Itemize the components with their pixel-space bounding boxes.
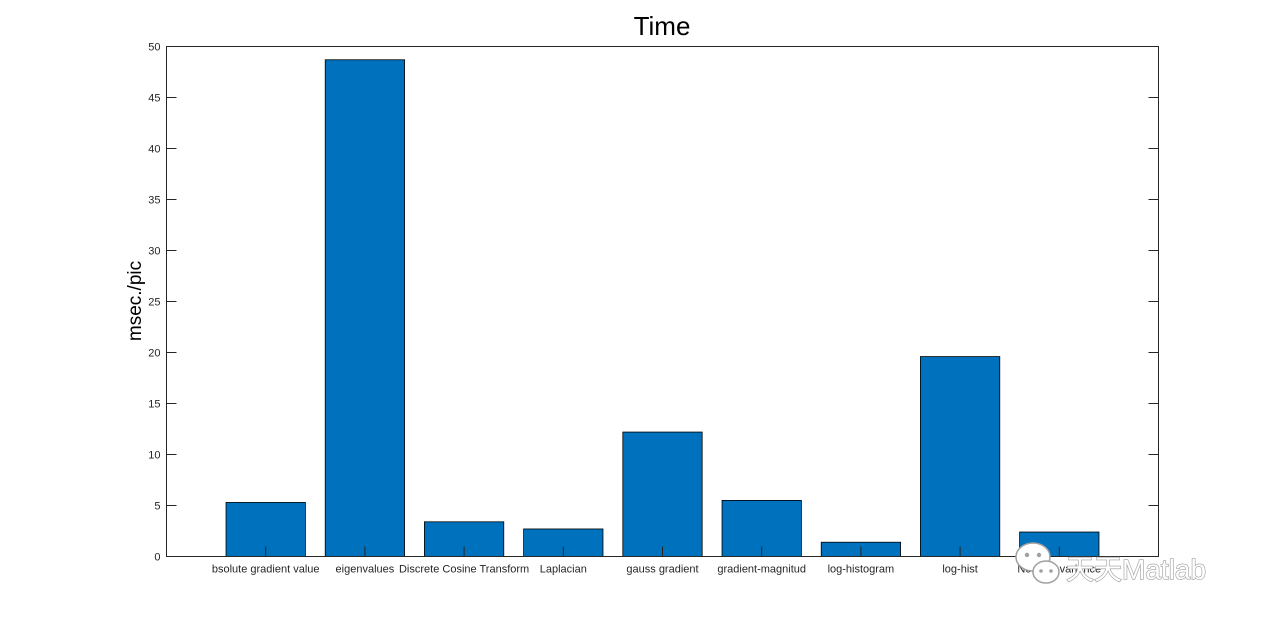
- x-tick-label: bsolute gradient value: [212, 564, 320, 576]
- x-labels-group: bsolute gradient value eigenvalues Discret…: [212, 546, 1101, 576]
- y-tick-label: 25: [148, 297, 160, 309]
- x-tick-label: gauss gradient: [626, 564, 698, 576]
- y-tick-label: 30: [148, 246, 160, 258]
- x-tick-label: eigenvalues: [336, 564, 395, 576]
- y-tick-label: 0: [154, 552, 160, 564]
- watermark-text: 天天Matlab: [1066, 554, 1206, 585]
- bar: [324, 59, 405, 557]
- x-tick-label: gradient-magnitud: [717, 564, 806, 576]
- y-tick-label: 15: [148, 399, 160, 411]
- y-axis-label: msec./pic: [125, 261, 146, 341]
- x-tick-label: Laplacian: [540, 564, 587, 576]
- y-tick-label: 20: [148, 348, 160, 360]
- y-tick-label: 40: [148, 144, 160, 156]
- bar: [523, 528, 604, 557]
- y-tick-label: 45: [148, 93, 160, 105]
- bars-group: [225, 59, 1100, 557]
- wechat-icon: [1015, 542, 1060, 584]
- bar: [920, 356, 1001, 557]
- x-tick-label: log-histogram: [828, 564, 895, 576]
- y-tick-label: 5: [154, 501, 160, 513]
- bar: [622, 431, 703, 557]
- x-tick-label: Discrete Cosine Transform: [399, 564, 529, 576]
- y-tick-label: 50: [148, 42, 160, 54]
- watermark: 天天Matlab: [1015, 542, 1207, 586]
- chart-title: Time: [634, 11, 691, 41]
- y-tick-label: 35: [148, 195, 160, 207]
- y-ticks-group: 0 5 10 15 20 25 30 35 40 45 50: [148, 42, 1159, 564]
- y-tick-label: 10: [148, 450, 160, 462]
- x-tick-label: log-hist: [942, 564, 977, 576]
